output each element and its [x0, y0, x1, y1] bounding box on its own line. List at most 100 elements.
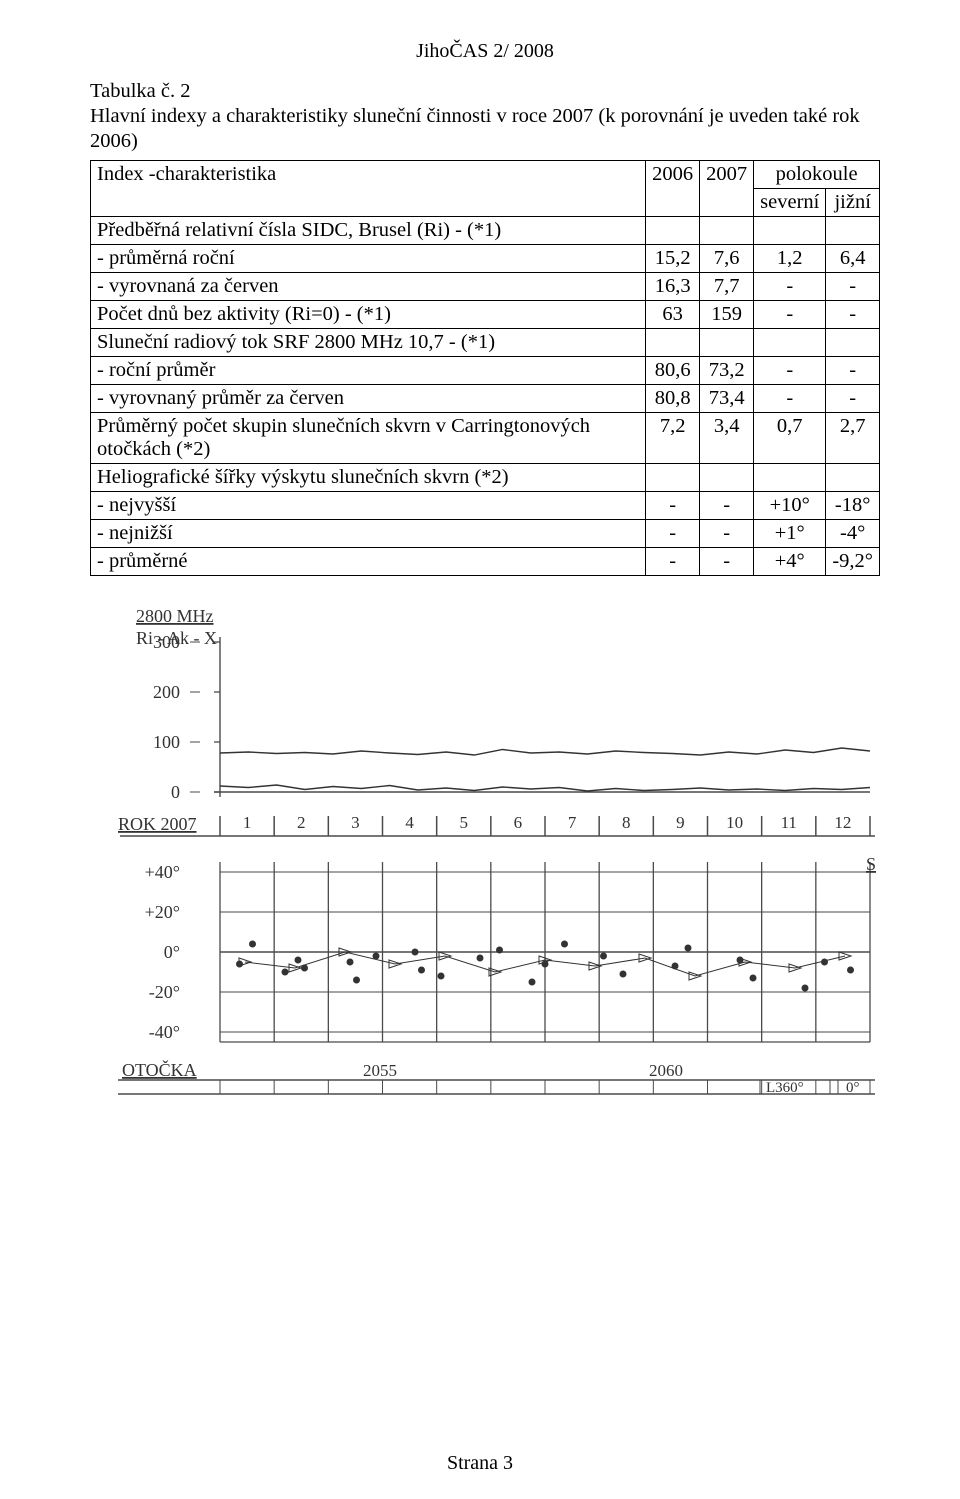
- svg-text:0°: 0°: [164, 942, 180, 962]
- row-value: 7,2: [646, 413, 700, 464]
- row-value: [826, 464, 880, 492]
- row-value: 80,8: [646, 385, 700, 413]
- table-row: - vyrovnaný průměr za červen80,873,4--: [91, 385, 880, 413]
- row-value: 73,2: [700, 357, 754, 385]
- row-value: -: [826, 301, 880, 329]
- row-value: [700, 217, 754, 245]
- col-header-polokoule: polokoule: [754, 161, 880, 189]
- col-header-2007: 2007: [700, 161, 754, 217]
- row-value: 16,3: [646, 273, 700, 301]
- row-value: -: [754, 385, 826, 413]
- row-value: +1°: [754, 520, 826, 548]
- row-value: -: [646, 548, 700, 576]
- row-value: [826, 217, 880, 245]
- row-value: -18°: [826, 492, 880, 520]
- row-value: -: [826, 357, 880, 385]
- table-caption-1: Tabulka č. 2: [90, 79, 880, 104]
- table-row: - nejnižší--+1°-4°: [91, 520, 880, 548]
- row-value: -: [646, 492, 700, 520]
- svg-text:ROK 2007: ROK 2007: [118, 814, 197, 834]
- row-label: Předběřná relativní čísla SIDC, Brusel (…: [91, 217, 646, 245]
- svg-text:2: 2: [297, 813, 306, 832]
- svg-text:12: 12: [834, 813, 851, 832]
- svg-text:7: 7: [568, 813, 577, 832]
- row-value: 73,4: [700, 385, 754, 413]
- row-value: +4°: [754, 548, 826, 576]
- svg-text:OTOČKA: OTOČKA: [122, 1059, 197, 1080]
- table-row: - roční průměr80,673,2--: [91, 357, 880, 385]
- row-value: [646, 329, 700, 357]
- row-value: 7,7: [700, 273, 754, 301]
- col-header-severni: severní: [754, 189, 826, 217]
- table-row: Průměrný počet skupin slunečních skvrn v…: [91, 413, 880, 464]
- col-header-2006: 2006: [646, 161, 700, 217]
- page-footer: Strana 3: [0, 1452, 960, 1475]
- svg-text:0: 0: [171, 782, 180, 802]
- svg-text:4: 4: [405, 813, 414, 832]
- svg-text:9: 9: [676, 813, 685, 832]
- table-row: Sluneční radiový tok SRF 2800 MHz 10,7 -…: [91, 329, 880, 357]
- svg-text:L360°: L360°: [766, 1080, 804, 1096]
- svg-text:5: 5: [460, 813, 469, 832]
- chart-bottom: +40°+20°0°-20°-40°SOTOČKA20552060L360°0°: [90, 852, 880, 1107]
- row-label: Počet dnů bez aktivity (Ri=0) - (*1): [91, 301, 646, 329]
- row-value: -: [700, 492, 754, 520]
- svg-text:2055: 2055: [363, 1061, 397, 1080]
- row-value: [700, 464, 754, 492]
- svg-text:2800 MHz: 2800 MHz: [136, 606, 214, 626]
- row-value: -4°: [826, 520, 880, 548]
- svg-text:+40°: +40°: [145, 862, 180, 882]
- table-row: Heliografické šířky výskytu slunečních s…: [91, 464, 880, 492]
- row-label: - průměrné: [91, 548, 646, 576]
- row-value: [700, 329, 754, 357]
- row-value: -: [700, 548, 754, 576]
- row-value: [754, 217, 826, 245]
- row-value: -: [754, 357, 826, 385]
- svg-text:100: 100: [153, 732, 180, 752]
- svg-text:6: 6: [514, 813, 523, 832]
- row-value: 15,2: [646, 245, 700, 273]
- row-value: -9,2°: [826, 548, 880, 576]
- row-label: - roční průměr: [91, 357, 646, 385]
- row-label: - průměrná roční: [91, 245, 646, 273]
- row-value: 2,7: [826, 413, 880, 464]
- table-row: - nejvyšší--+10°-18°: [91, 492, 880, 520]
- row-value: 63: [646, 301, 700, 329]
- row-value: 7,6: [700, 245, 754, 273]
- svg-text:10: 10: [726, 813, 743, 832]
- charts-area: 2800 MHzRi - Ak - X3002001000ROK 2007123…: [90, 602, 880, 1107]
- row-label: - nejnižší: [91, 520, 646, 548]
- table-header-row: Index -charakteristika 2006 2007 polokou…: [91, 161, 880, 189]
- table-caption-2: Hlavní indexy a charakteristiky sluneční…: [90, 104, 880, 154]
- row-value: +10°: [754, 492, 826, 520]
- row-value: 3,4: [700, 413, 754, 464]
- row-value: -: [700, 520, 754, 548]
- svg-text:200: 200: [153, 682, 180, 702]
- row-label: - nejvyšší: [91, 492, 646, 520]
- col-header-jizni: jižní: [826, 189, 880, 217]
- svg-text:0°: 0°: [846, 1080, 860, 1096]
- row-label: Heliografické šířky výskytu slunečních s…: [91, 464, 646, 492]
- row-value: -: [754, 273, 826, 301]
- svg-text:-40°: -40°: [149, 1022, 180, 1042]
- svg-text:S: S: [866, 854, 876, 874]
- chart-top: 2800 MHzRi - Ak - X3002001000ROK 2007123…: [90, 602, 880, 852]
- row-value: [754, 464, 826, 492]
- row-value: 0,7: [754, 413, 826, 464]
- svg-text:8: 8: [622, 813, 631, 832]
- row-value: [646, 464, 700, 492]
- table-row: Předběřná relativní čísla SIDC, Brusel (…: [91, 217, 880, 245]
- row-value: -: [826, 385, 880, 413]
- svg-text:+20°: +20°: [145, 902, 180, 922]
- col-header-index: Index -charakteristika: [91, 161, 646, 217]
- table-row: Počet dnů bez aktivity (Ri=0) - (*1)6315…: [91, 301, 880, 329]
- row-value: 159: [700, 301, 754, 329]
- table-row: - průměrná roční15,27,61,26,4: [91, 245, 880, 273]
- row-value: 6,4: [826, 245, 880, 273]
- footer-page: 3: [503, 1452, 513, 1474]
- row-value: 1,2: [754, 245, 826, 273]
- row-label: Sluneční radiový tok SRF 2800 MHz 10,7 -…: [91, 329, 646, 357]
- row-value: [646, 217, 700, 245]
- svg-text:11: 11: [781, 813, 797, 832]
- row-value: [826, 329, 880, 357]
